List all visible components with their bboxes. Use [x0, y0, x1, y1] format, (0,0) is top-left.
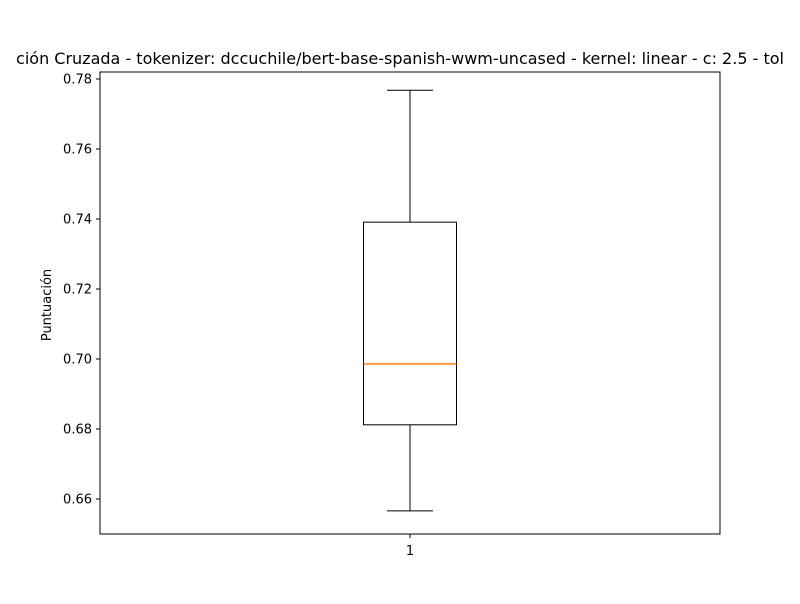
- x-tick-label: 1: [406, 544, 414, 559]
- y-tick-label: 0.66: [63, 493, 92, 508]
- x-axis-ticks: 1: [406, 534, 414, 559]
- y-tick-label: 0.74: [63, 213, 92, 228]
- y-tick-label: 0.70: [63, 353, 92, 368]
- y-axis-label: Puntuación: [40, 269, 55, 341]
- y-tick-label: 0.76: [63, 143, 92, 158]
- y-tick-label: 0.72: [63, 283, 92, 298]
- y-tick-label: 0.78: [63, 73, 92, 88]
- y-tick-label: 0.68: [63, 423, 92, 438]
- box-group: [363, 89, 457, 512]
- chart-title: ción Cruzada - tokenizer: dccuchile/bert…: [16, 49, 784, 68]
- box-series: [363, 89, 457, 512]
- y-axis-ticks: 0.66 0.68 0.70 0.72 0.74 0.76 0.78: [63, 73, 100, 508]
- interquartile-box: [363, 221, 457, 426]
